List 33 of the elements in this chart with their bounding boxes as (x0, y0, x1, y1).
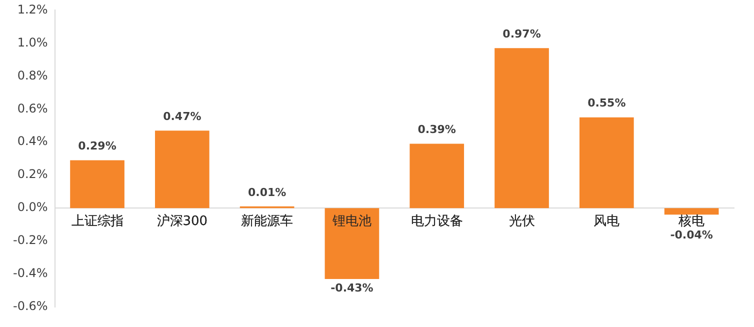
data-label: 0.47% (163, 110, 202, 123)
x-tick-label: 新能源车 (241, 214, 294, 230)
data-label: 0.55% (588, 96, 626, 110)
x-tick-label: 上证综指 (71, 214, 124, 230)
bar (579, 117, 634, 208)
bar (70, 160, 124, 208)
bar (324, 208, 380, 279)
y-tick-label: 0.8% (17, 68, 48, 82)
y-tick-label: -0.2% (12, 233, 48, 248)
y-tick-label: 0.4% (17, 134, 48, 148)
bar (410, 144, 464, 208)
bar (664, 208, 719, 215)
y-tick-label: 1.0% (17, 35, 48, 50)
data-label: -0.43% (330, 281, 374, 294)
y-tick-label: 1.2% (17, 2, 48, 16)
x-tick-label: 沪深300 (156, 213, 208, 230)
y-tick-label: -0.6% (12, 299, 48, 314)
y-tick-label: -0.4% (12, 266, 48, 280)
data-label: 0.29% (78, 140, 116, 153)
x-tick-label: 光伏 (508, 214, 535, 230)
bar (154, 130, 210, 208)
bar (494, 48, 549, 208)
data-label: 0.39% (418, 123, 456, 136)
x-tick-label: 风电 (594, 214, 620, 230)
data-label: 0.01% (248, 186, 286, 199)
y-tick-label: 0.2% (17, 167, 48, 182)
x-tick-label: 锂电池 (331, 214, 372, 230)
y-tick-label: 0.6% (17, 101, 48, 116)
x-tick-label: 核电 (678, 214, 705, 230)
data-label: 0.97% (502, 27, 541, 40)
x-tick-label: 电力设备 (410, 214, 463, 230)
data-label: -0.04% (670, 228, 713, 242)
y-tick-label: 0.0% (17, 200, 48, 214)
